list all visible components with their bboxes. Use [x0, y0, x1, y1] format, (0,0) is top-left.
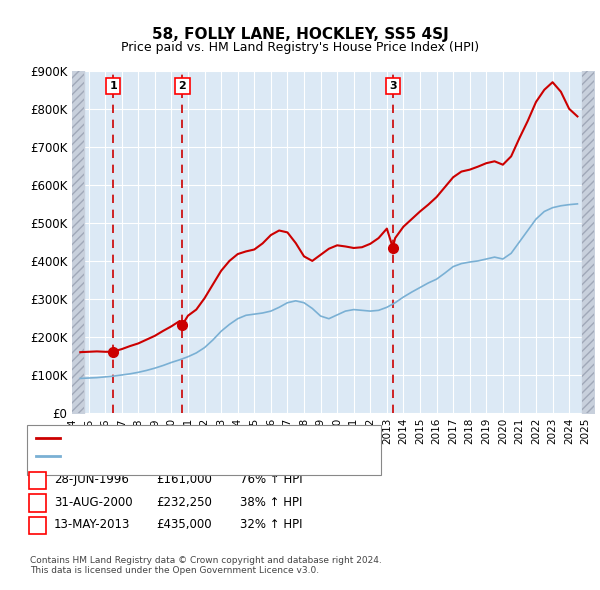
Text: £435,000: £435,000 [156, 518, 212, 531]
Bar [72, 71, 83, 413]
Text: £232,250: £232,250 [156, 496, 212, 509]
Text: 1: 1 [109, 81, 117, 91]
Text: 32% ↑ HPI: 32% ↑ HPI [240, 518, 302, 531]
Text: HPI: Average price, detached house, Rochford: HPI: Average price, detached house, Roch… [63, 454, 302, 464]
Text: 2: 2 [34, 498, 41, 507]
Text: 76% ↑ HPI: 76% ↑ HPI [240, 473, 302, 486]
Text: 3: 3 [34, 520, 41, 530]
Bar [583, 71, 594, 413]
Text: 31-AUG-2000: 31-AUG-2000 [54, 496, 133, 509]
Text: 1: 1 [34, 476, 41, 485]
Text: Contains HM Land Registry data © Crown copyright and database right 2024.
This d: Contains HM Land Registry data © Crown c… [30, 556, 382, 575]
Text: 58, FOLLY LANE, HOCKLEY, SS5 4SJ (detached house): 58, FOLLY LANE, HOCKLEY, SS5 4SJ (detach… [63, 437, 340, 447]
Text: 38% ↑ HPI: 38% ↑ HPI [240, 496, 302, 509]
Text: 58, FOLLY LANE, HOCKLEY, SS5 4SJ: 58, FOLLY LANE, HOCKLEY, SS5 4SJ [152, 27, 448, 41]
Text: 13-MAY-2013: 13-MAY-2013 [54, 518, 130, 531]
Text: Price paid vs. HM Land Registry's House Price Index (HPI): Price paid vs. HM Land Registry's House … [121, 41, 479, 54]
Text: £161,000: £161,000 [156, 473, 212, 486]
Text: 28-JUN-1996: 28-JUN-1996 [54, 473, 129, 486]
Text: 3: 3 [389, 81, 397, 91]
Text: 2: 2 [178, 81, 186, 91]
